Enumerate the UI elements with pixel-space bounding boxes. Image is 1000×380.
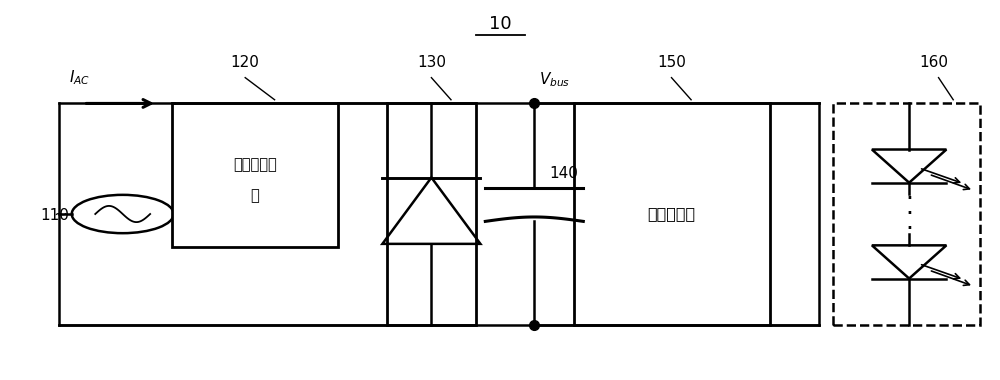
Text: 10: 10: [489, 16, 511, 33]
Bar: [172, 103, 338, 247]
Text: ·: ·: [905, 202, 913, 226]
Text: 120: 120: [231, 55, 260, 70]
Text: ·: ·: [905, 187, 913, 211]
Text: 110: 110: [40, 208, 69, 223]
Text: 130: 130: [417, 55, 446, 70]
Bar: [574, 103, 770, 325]
Text: 器: 器: [251, 188, 259, 203]
Text: $I_{AC}$: $I_{AC}$: [69, 68, 90, 87]
Bar: [833, 103, 980, 325]
Text: 140: 140: [549, 166, 578, 181]
Text: 功率变换器: 功率变换器: [647, 206, 696, 222]
Text: ~: ~: [53, 205, 67, 223]
Text: 150: 150: [657, 55, 686, 70]
Text: 160: 160: [919, 55, 948, 70]
Text: $V_{bus}$: $V_{bus}$: [539, 70, 570, 89]
Text: ·: ·: [905, 217, 913, 241]
Text: 可控硅调节: 可控硅调节: [233, 157, 277, 172]
Bar: [387, 103, 476, 325]
